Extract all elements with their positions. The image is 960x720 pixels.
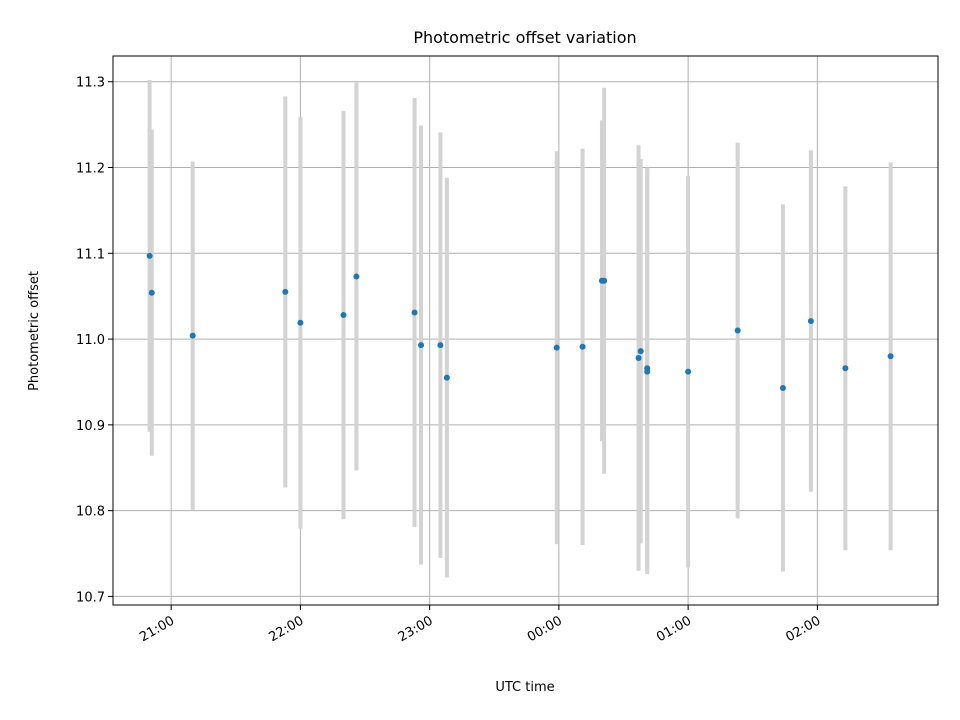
- data-point: [437, 342, 444, 349]
- data-point: [418, 342, 425, 349]
- plot-frame: [112, 55, 939, 606]
- data-point: [635, 354, 642, 361]
- data-point: [579, 343, 586, 350]
- x-tick-label: 21:00: [137, 613, 177, 645]
- y-tick-label: 11.2: [76, 162, 105, 177]
- y-tick-label: 11.0: [76, 333, 105, 348]
- data-point: [779, 384, 786, 391]
- data-point: [887, 353, 894, 360]
- x-axis-label: UTC time: [495, 680, 554, 695]
- data-point: [685, 368, 692, 375]
- data-point: [282, 288, 289, 295]
- chart-title: Photometric offset variation: [413, 28, 636, 47]
- y-axis-label: Photometric offset: [27, 271, 42, 391]
- y-tick-label: 10.8: [76, 505, 105, 520]
- data-point: [146, 252, 153, 259]
- x-tick-label: 22:00: [266, 613, 306, 645]
- data-point: [411, 309, 418, 316]
- y-tick-label: 10.7: [76, 590, 105, 605]
- x-tick-label: 02:00: [783, 613, 823, 645]
- data-point: [644, 368, 651, 375]
- data-point: [353, 273, 360, 280]
- x-tick-label: 23:00: [396, 613, 436, 645]
- data-point: [637, 348, 644, 355]
- y-tick-label: 10.9: [76, 419, 105, 434]
- error-bars: [147, 80, 893, 578]
- data-point: [189, 332, 196, 339]
- grid: [113, 56, 938, 605]
- y-tick-label: 11.1: [76, 247, 105, 262]
- data-point: [553, 344, 560, 351]
- data-point: [842, 365, 849, 372]
- data-point: [340, 312, 347, 319]
- y-tick-label: 11.3: [76, 76, 105, 91]
- x-tick-label: 00:00: [525, 613, 565, 645]
- data-point: [297, 319, 304, 326]
- data-point: [807, 318, 814, 325]
- data-point: [148, 289, 155, 296]
- x-axis-ticks: 21:00 22:00 23:00 00:00 01:00 02:00: [137, 605, 823, 645]
- data-points: [146, 252, 894, 391]
- y-axis-ticks: 10.7 10.8 10.9 11.0 11.1 11.2 11.3: [76, 76, 113, 605]
- data-point: [734, 327, 741, 334]
- x-tick-label: 01:00: [654, 613, 694, 645]
- data-point: [601, 277, 608, 284]
- data-point: [443, 374, 450, 381]
